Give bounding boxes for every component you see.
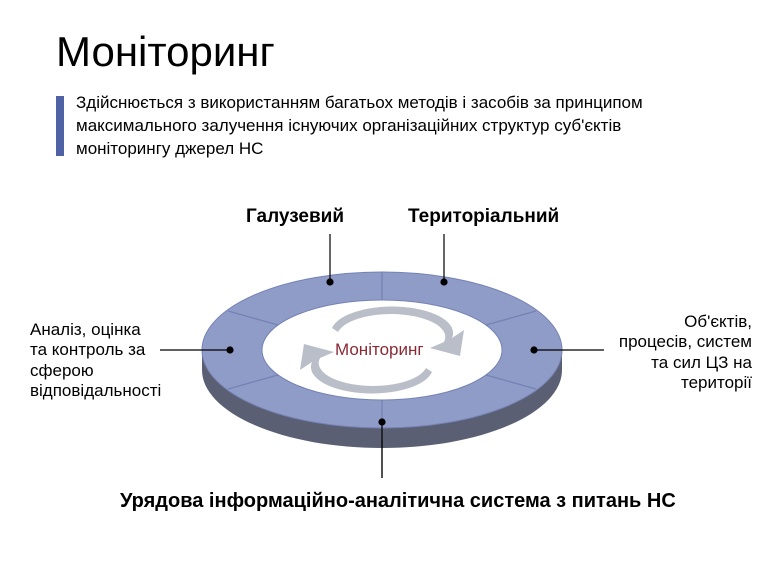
- label-bottom: Урядова інформаційно-аналітична система …: [120, 490, 676, 513]
- label-top-left: Галузевий: [246, 206, 344, 229]
- label-left: Аналіз, оцінка та контроль за сферою від…: [30, 320, 160, 402]
- label-right: Об'єктів, процесів, систем та сил ЦЗ на …: [612, 312, 752, 394]
- description-text: Здійснюється з використанням багатьох ме…: [76, 92, 716, 161]
- slide: Моніторинг Здійснюється з використанням …: [0, 0, 770, 577]
- accent-bar: [56, 96, 64, 156]
- label-top-right: Територіальний: [408, 206, 559, 229]
- center-label: Моніторинг: [335, 340, 424, 360]
- page-title: Моніторинг: [56, 28, 275, 76]
